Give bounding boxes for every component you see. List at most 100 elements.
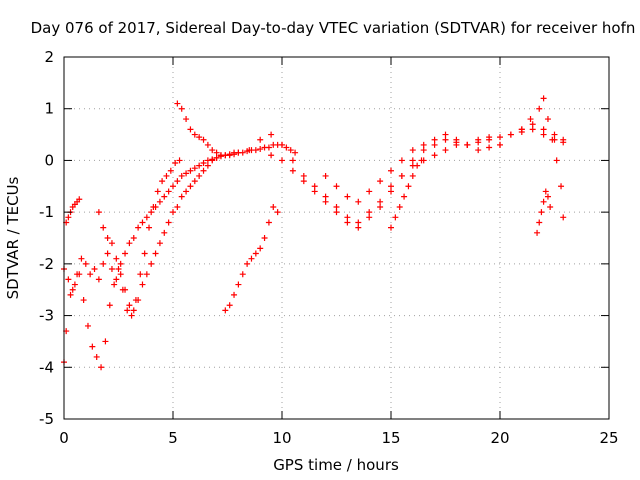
y-tick-label: 1 <box>44 100 54 118</box>
data-point <box>98 364 105 371</box>
grid-lines <box>64 57 609 419</box>
data-point <box>279 157 285 164</box>
data-point <box>507 131 514 138</box>
data-point <box>187 167 194 174</box>
data-point <box>80 297 87 304</box>
data-point <box>187 183 194 190</box>
data-point <box>401 193 408 200</box>
data-point <box>518 126 525 133</box>
data-point <box>67 291 74 298</box>
data-point <box>431 152 438 159</box>
data-point <box>431 136 438 143</box>
data-point <box>431 141 438 148</box>
data-point <box>135 224 142 231</box>
data-point <box>270 203 277 210</box>
data-point <box>274 209 281 216</box>
data-point <box>311 188 318 195</box>
data-point <box>540 95 547 102</box>
data-point <box>226 151 233 158</box>
data-point <box>497 141 503 148</box>
data-point <box>200 136 207 143</box>
data-series <box>61 95 567 371</box>
data-point <box>178 193 185 200</box>
data-point <box>366 188 373 195</box>
data-point <box>65 214 72 221</box>
y-axis-label: SDTVAR / TECUs <box>4 176 22 299</box>
data-point <box>392 214 399 221</box>
data-point <box>111 281 118 288</box>
data-point <box>196 172 203 179</box>
data-point <box>200 167 207 174</box>
y-tick-label: -4 <box>39 358 54 376</box>
data-point <box>344 219 351 226</box>
data-point <box>139 219 146 226</box>
data-point <box>146 224 153 231</box>
data-point <box>139 281 146 288</box>
data-point <box>544 116 551 123</box>
data-point <box>163 172 170 179</box>
data-point <box>529 121 536 128</box>
data-point <box>122 250 129 257</box>
data-point <box>300 172 307 179</box>
data-point <box>174 178 181 185</box>
data-point <box>538 209 545 216</box>
data-point <box>161 229 168 236</box>
x-tick-label: 10 <box>272 429 291 447</box>
data-point <box>124 307 131 314</box>
data-point <box>122 286 129 293</box>
data-point <box>355 198 362 205</box>
data-point <box>209 157 216 164</box>
data-point <box>344 193 351 200</box>
data-point <box>209 147 216 154</box>
data-point <box>398 172 405 179</box>
data-point <box>91 266 98 273</box>
data-point <box>82 260 89 267</box>
data-point <box>540 131 547 138</box>
data-point <box>388 183 394 190</box>
series-track-j <box>388 157 425 231</box>
data-point <box>333 209 340 216</box>
data-point <box>257 245 264 252</box>
data-point <box>148 209 155 216</box>
data-point <box>78 255 85 262</box>
plot-frame <box>63 56 610 420</box>
data-point <box>268 131 275 138</box>
y-tick-label: -1 <box>39 203 54 221</box>
data-point <box>128 312 135 319</box>
data-point <box>252 250 259 257</box>
data-point <box>311 183 318 190</box>
data-point <box>178 172 185 179</box>
data-point <box>137 271 144 278</box>
data-point <box>536 105 543 112</box>
series-track-i <box>322 131 503 205</box>
data-point <box>558 183 565 190</box>
data-point <box>159 178 166 185</box>
data-point <box>172 160 179 167</box>
data-point <box>152 203 159 210</box>
data-point <box>560 136 567 143</box>
series-track-b <box>61 141 299 293</box>
data-point <box>409 157 416 164</box>
data-point <box>174 100 181 107</box>
data-point <box>283 144 290 151</box>
data-point <box>165 219 172 226</box>
data-point <box>191 131 198 138</box>
data-point <box>74 271 81 278</box>
data-point <box>126 240 133 247</box>
data-point <box>257 136 264 143</box>
data-point <box>486 134 493 141</box>
data-point <box>261 235 268 241</box>
data-point <box>464 141 471 148</box>
data-point <box>204 162 211 169</box>
data-point <box>183 116 190 123</box>
data-point <box>377 198 384 205</box>
data-point <box>95 209 102 216</box>
data-point <box>222 307 229 314</box>
data-point <box>322 198 329 205</box>
x-axis-label: GPS time / hours <box>273 456 399 474</box>
series-track-k <box>518 95 567 221</box>
data-point <box>420 147 427 154</box>
data-point <box>268 152 275 159</box>
data-point <box>204 141 211 148</box>
data-point <box>377 178 384 185</box>
